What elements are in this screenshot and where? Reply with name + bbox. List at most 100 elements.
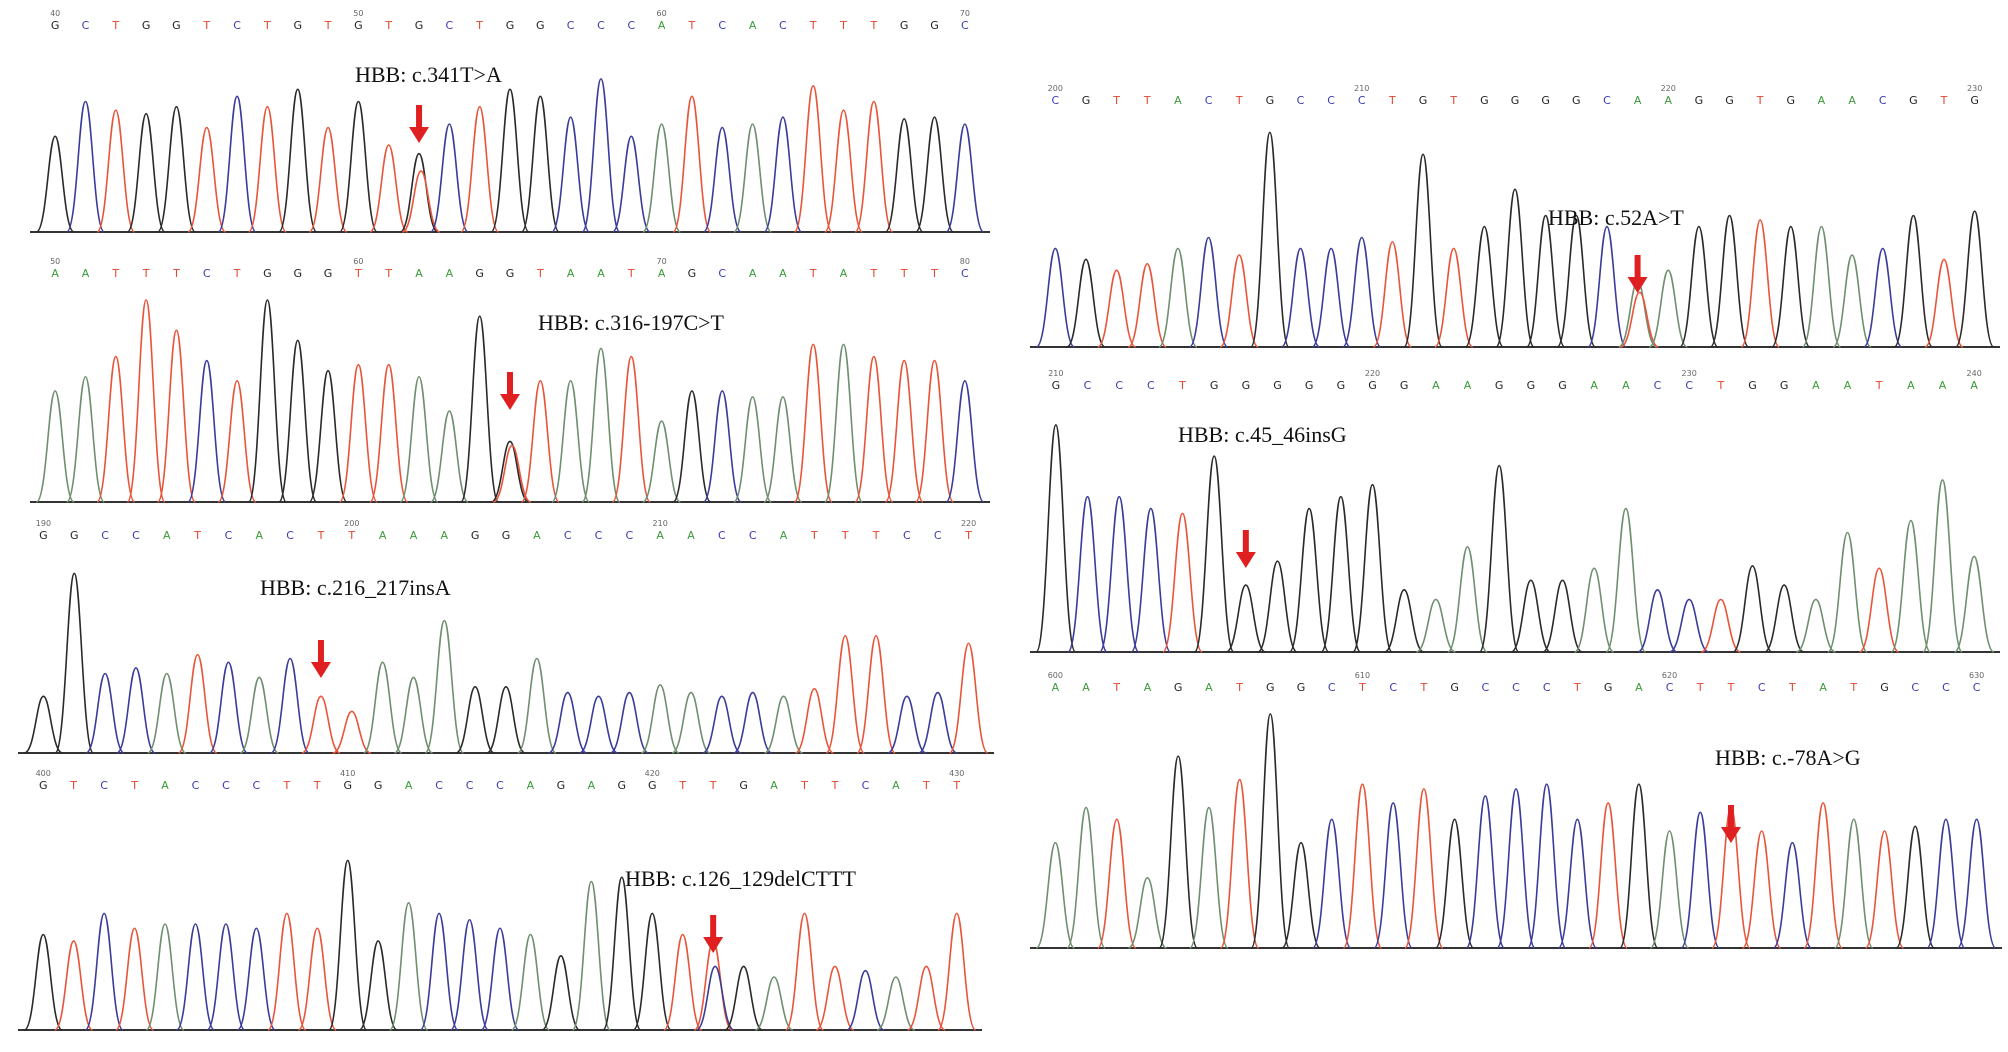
peak-A [1832,254,1872,348]
base-call: T [264,19,271,32]
peak-T [794,687,834,754]
base-call: T [112,267,120,280]
peak-A [733,396,773,503]
base-call: C [718,267,727,280]
peak-C [270,657,311,754]
peak-C [733,691,773,754]
peak-A [1189,806,1229,949]
peak-T [611,355,651,503]
base-call: T [809,19,817,32]
position-tick-label: 190 [35,519,52,528]
peak-A [1890,519,1932,653]
base-call: A [657,267,666,280]
peak-G [1225,584,1266,653]
peak-C [1311,818,1352,949]
peak-T [1219,254,1259,348]
base-call: C [1327,681,1336,694]
peak-G [1158,755,1199,949]
base-call: G [1694,94,1704,107]
base-call: G [1266,681,1275,694]
position-tick-label: 220 [1660,84,1676,93]
secondary-peak-C [695,965,735,1031]
base-call: C [1878,94,1887,107]
base-call: A [533,529,541,542]
base-call: T [688,19,696,32]
peak-C [1311,247,1351,348]
peak-G [455,686,495,754]
base-call: T [965,529,972,542]
base-call: C [1942,681,1950,694]
peak-G [23,695,63,754]
peak-G [884,118,924,233]
peak-A [640,684,680,754]
peak-T [1741,830,1782,949]
base-call: A [779,267,787,280]
peak-G [1764,584,1805,653]
position-tick-label: 60 [353,257,364,266]
peak-G [54,572,95,754]
base-call: T [1359,681,1366,694]
peak-A [1648,269,1688,348]
mutation-arrow [703,915,724,953]
peak-G [35,135,75,233]
peak-T [301,695,341,754]
base-call: A [445,267,454,280]
base-call: C [101,529,109,542]
base-call: C [81,19,90,32]
base-call: C [748,529,757,542]
base-call: T [1574,681,1581,694]
base-call: C [1542,681,1551,694]
peak-G [1384,589,1425,653]
peak-T [126,299,166,503]
peak-A [239,676,279,754]
base-call: T [809,267,817,280]
base-call: T [131,779,138,792]
base-call: A [748,267,757,280]
peak-G [1193,455,1235,653]
mutation-arrow [1627,255,1648,293]
base-call: T [1717,379,1725,392]
base-call: C [779,19,787,32]
base-call: G [1296,681,1306,694]
base-call: C [1357,94,1366,107]
peak-G [1771,225,1811,348]
base-call: C [1327,94,1335,107]
base-call: A [163,529,171,542]
peak-G [1320,495,1362,653]
base-call: G [1265,94,1275,107]
peak-C [551,116,591,233]
base-call: A [415,267,423,280]
base-call: C [1665,681,1674,694]
base-call: G [1336,379,1346,392]
base-call: G [1779,379,1789,392]
base-call: G [1725,94,1734,107]
base-call: T [142,267,150,280]
base-call: C [222,779,230,792]
base-call: T [872,529,880,542]
peak-A [823,343,864,503]
peak-G [724,965,763,1031]
peak-A [642,420,682,503]
base-call: A [1633,94,1642,107]
base-call: C [960,19,969,32]
base-call: C [594,529,603,542]
peak-T [177,653,218,754]
base-call: G [1399,379,1409,392]
base-call: G [1909,94,1918,107]
peak-T [948,642,989,754]
peak-T [854,355,894,503]
peak-C [945,379,985,503]
peak-T [1864,830,1905,949]
base-call: G [1173,681,1183,694]
base-call: A [161,779,169,792]
peak-A [581,347,621,503]
peak-G [278,88,318,233]
secondary-peak-T [401,170,441,233]
peak-C [702,695,742,754]
peak-C [887,695,927,754]
peak-C [84,912,124,1031]
peak-A [1128,876,1167,949]
peak-C [1926,818,1966,949]
peak-C [1280,247,1321,348]
base-call: A [255,529,264,542]
